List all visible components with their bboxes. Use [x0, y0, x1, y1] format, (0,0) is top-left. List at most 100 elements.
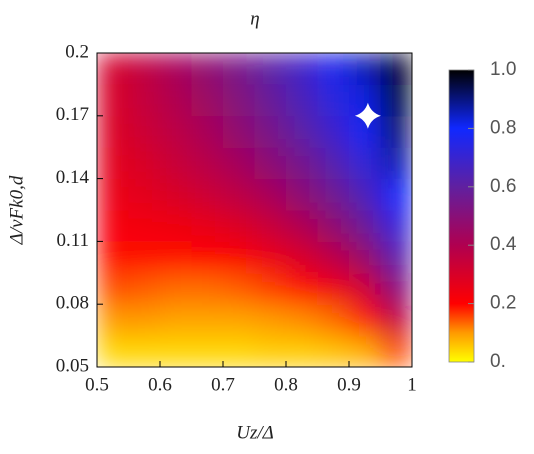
- heat-cell: [97, 115, 129, 148]
- heat-cell: [128, 210, 161, 242]
- heat-cell: [286, 272, 318, 305]
- heat-cell: [223, 335, 255, 367]
- heat-cell: [191, 304, 224, 337]
- heat-cell: [191, 84, 224, 117]
- heat-cell: [223, 84, 255, 117]
- y-tick-label: 0.2: [65, 41, 89, 62]
- heat-cell: [160, 84, 192, 117]
- heat-cell: [349, 147, 381, 180]
- heat-cell: [380, 272, 412, 305]
- heat-cell: [128, 84, 161, 117]
- heat-cell: [191, 241, 224, 274]
- colorbar-tick-label: 0.2: [490, 293, 516, 314]
- heat-cell: [160, 147, 192, 180]
- colorbar: [448, 69, 475, 363]
- heat-cell: [97, 84, 129, 117]
- heat-cell: [317, 84, 350, 117]
- heat-cell: [191, 147, 224, 180]
- heat-cell: [286, 335, 318, 367]
- heat-cell: [160, 304, 192, 337]
- heat-cell: [160, 272, 192, 305]
- heat-cell: [128, 272, 161, 305]
- heat-cell: [223, 147, 255, 180]
- y-tick-label: 0.11: [56, 230, 89, 251]
- heat-cell: [160, 210, 192, 242]
- heat-cell: [254, 178, 287, 211]
- heat-cell: [97, 147, 129, 180]
- plot-frame: [96, 52, 413, 368]
- heat-cell: [286, 178, 318, 211]
- heat-cell: [160, 178, 192, 211]
- heat-cell: [191, 115, 224, 148]
- heat-cell: [254, 272, 287, 305]
- heat-cell: [317, 241, 350, 274]
- heat-cell: [160, 335, 192, 367]
- heat-cell: [128, 53, 161, 85]
- heat-cell: [349, 53, 381, 85]
- heat-cell: [317, 115, 350, 148]
- x-tick-label: 0.7: [211, 374, 235, 395]
- heat-cell: [286, 304, 318, 337]
- heat-cell: [286, 53, 318, 85]
- heat-cell: [191, 53, 224, 85]
- heat-cell: [97, 272, 129, 305]
- heat-cell: [223, 272, 255, 305]
- heat-cell: [349, 241, 381, 274]
- heat-cell: [317, 53, 350, 85]
- heat-cell: [380, 115, 412, 148]
- heat-cell: [349, 178, 381, 211]
- heat-cell: [254, 241, 287, 274]
- heat-cell: [97, 178, 129, 211]
- heat-cell: [128, 241, 161, 274]
- x-tick-label: 0.5: [85, 374, 109, 395]
- heat-cell: [286, 84, 318, 117]
- heat-cell: [380, 53, 412, 85]
- heat-cell: [349, 304, 381, 337]
- x-tick-label: 0.9: [337, 374, 361, 395]
- x-tick-label: 0.8: [274, 374, 298, 395]
- heat-cell: [254, 210, 287, 242]
- heat-cell: [254, 115, 287, 148]
- heat-cell: [191, 178, 224, 211]
- heat-cell: [191, 210, 224, 242]
- heat-cell: [286, 241, 318, 274]
- heat-cell: [317, 147, 350, 180]
- y-axis-label: Δ/vFk0,d: [6, 175, 27, 245]
- heat-cell: [380, 210, 412, 242]
- x-axis-label: Uz/Δ: [236, 422, 274, 443]
- colorbar-tick-label: 0.4: [490, 234, 517, 255]
- x-tick-label: 0.6: [148, 374, 172, 395]
- y-tick-label: 0.17: [56, 104, 89, 125]
- colorbar-tick-label: 0.: [490, 351, 506, 372]
- colorbar-tick-label: 0.8: [490, 117, 516, 138]
- heat-cell: [160, 53, 192, 85]
- heat-cell: [223, 210, 255, 242]
- x-tick-label: 1: [407, 374, 417, 395]
- heat-cell: [254, 335, 287, 367]
- heat-cell: [128, 304, 161, 337]
- heat-cell: [254, 147, 287, 180]
- heat-cell: [223, 241, 255, 274]
- heat-cell: [97, 210, 129, 242]
- y-tick-label: 0.05: [56, 355, 89, 376]
- heat-cell: [317, 335, 350, 367]
- heat-cell: [128, 178, 161, 211]
- heat-cell: [317, 272, 350, 305]
- heat-cell: [380, 178, 412, 211]
- heat-cell: [254, 304, 287, 337]
- heat-cell: [128, 335, 161, 367]
- heat-cell: [380, 335, 412, 367]
- y-tick-label: 0.14: [56, 167, 90, 188]
- heat-cell: [97, 335, 129, 367]
- heat-cell: [191, 335, 224, 367]
- heatmap: [97, 53, 412, 367]
- heat-cell: [380, 304, 412, 337]
- heat-cell: [128, 147, 161, 180]
- marker-star: [354, 102, 381, 129]
- heat-cell: [128, 115, 161, 148]
- heat-cell: [223, 53, 255, 85]
- heat-cell: [286, 115, 318, 148]
- chart-title: η: [250, 8, 259, 29]
- heat-cell: [380, 241, 412, 274]
